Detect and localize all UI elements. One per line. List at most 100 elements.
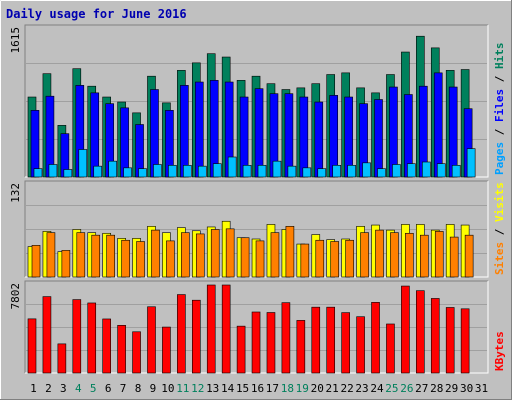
bar-kbytes-day-10	[162, 326, 171, 374]
x-tick-label: 3	[60, 382, 67, 395]
x-tick-label: 21	[326, 382, 339, 395]
bar-files-day-16	[254, 88, 264, 178]
x-tick-label: 15	[236, 382, 249, 395]
axis-label-segment: Pages	[493, 142, 506, 175]
bar-kbytes-day-19	[296, 320, 306, 374]
bar-sites-day-12	[195, 233, 205, 278]
panel-visits-axis-label: Sites / Visits	[493, 182, 506, 275]
bar-files-day-19	[299, 96, 309, 178]
bar-kbytes-day-26	[401, 285, 410, 374]
bar-sites-day-10	[166, 240, 175, 278]
chart-panels: 1615 Pages / Files / Hits 132 Sites / Visit…	[9, 24, 506, 374]
bar-kbytes-day-24	[371, 302, 380, 374]
bar-pages-day-13	[212, 163, 222, 178]
bar-kbytes-day-25	[386, 323, 395, 374]
axis-label-segment: Hits	[493, 43, 506, 70]
bar-pages-day-23	[362, 162, 371, 178]
series-kbytes-kbytes	[27, 284, 470, 374]
bar-sites-day-27	[420, 234, 429, 278]
x-tick-label: 20	[311, 382, 324, 395]
bar-sites-day-7	[121, 239, 130, 278]
bar-pages-day-24	[377, 168, 386, 178]
bar-files-day-20	[314, 101, 324, 178]
panel-hits: 1615 Pages / Files / Hits	[9, 24, 506, 178]
bar-files-day-29	[448, 86, 458, 178]
x-tick-label: 7	[120, 382, 127, 395]
bar-pages-day-22	[347, 165, 356, 178]
bar-kbytes-day-11	[177, 294, 186, 374]
x-tick-label: 13	[206, 382, 219, 395]
bar-pages-day-3	[63, 169, 73, 178]
x-tick-label: 23	[355, 382, 368, 395]
bar-pages-day-1	[33, 168, 43, 178]
bar-pages-day-4	[78, 149, 88, 178]
bar-sites-day-16	[255, 240, 265, 278]
x-tick-label: 30	[460, 382, 473, 395]
bar-kbytes-day-20	[311, 306, 321, 374]
bar-kbytes-day-14	[221, 284, 231, 374]
bar-files-day-7	[120, 107, 129, 178]
bar-pages-day-26	[407, 163, 416, 178]
bar-pages-day-19	[302, 167, 312, 178]
x-tick-label: 22	[340, 382, 353, 395]
bar-kbytes-day-4	[72, 299, 82, 374]
bar-sites-day-24	[375, 229, 384, 278]
panel-visits-border-shadow	[24, 180, 488, 277]
bar-pages-day-17	[272, 160, 282, 178]
bar-sites-day-1	[31, 245, 41, 278]
bar-kbytes-day-27	[416, 290, 425, 374]
bar-pages-day-21	[332, 165, 342, 178]
panel-visits: 132 Sites / Visits	[9, 180, 506, 278]
bar-sites-day-14	[225, 228, 235, 278]
bar-pages-day-15	[242, 165, 252, 178]
bar-kbytes-day-30	[460, 308, 470, 374]
bar-kbytes-day-21	[326, 306, 336, 374]
bar-sites-day-5	[91, 234, 101, 278]
bar-pages-day-2	[48, 164, 58, 178]
bar-sites-day-17	[270, 232, 280, 278]
series-hits-pages	[33, 148, 476, 178]
x-tick-label: 26	[400, 382, 413, 395]
bar-pages-day-29	[451, 165, 461, 178]
bar-sites-day-4	[76, 232, 86, 278]
bar-files-day-13	[209, 80, 219, 178]
bar-sites-day-20	[315, 239, 325, 278]
x-axis: 1 2 3 4 5 6 7 8 9 10 11 12 13 14 15 16 17 18 19 20 21 22 23 24 2…	[30, 382, 488, 395]
x-tick-label: 5	[90, 382, 97, 395]
bar-pages-day-25	[392, 164, 401, 178]
bar-sites-day-22	[345, 239, 354, 278]
axis-label-segment: KBytes	[493, 331, 506, 371]
bar-pages-day-11	[183, 165, 192, 178]
bar-files-day-9	[150, 89, 159, 178]
series-hits-files	[30, 72, 473, 178]
bar-pages-day-28	[436, 163, 446, 178]
x-tick-label: 16	[251, 382, 264, 395]
axis-label-segment: /	[493, 222, 506, 242]
bar-kbytes-day-18	[281, 302, 291, 374]
bar-sites-day-9	[151, 229, 160, 278]
panel-hits-ymax-label: 1615	[9, 27, 22, 54]
bar-files-day-1	[30, 110, 40, 178]
bar-files-day-11	[180, 85, 189, 178]
bar-sites-day-15	[240, 237, 250, 278]
bar-pages-day-5	[93, 165, 103, 178]
bar-sites-day-23	[360, 232, 369, 278]
x-tick-label: 8	[135, 382, 142, 395]
bar-sites-day-21	[330, 241, 340, 278]
bar-kbytes-day-9	[147, 306, 156, 374]
x-tick-label: 14	[221, 382, 235, 395]
bar-sites-day-3	[61, 250, 71, 278]
bar-kbytes-day-15	[236, 325, 246, 374]
panel-visits-ymax-label: 132	[9, 183, 22, 203]
panel-kbytes-border-shadow	[24, 280, 488, 373]
bar-pages-day-20	[317, 168, 327, 178]
bar-files-day-15	[239, 96, 249, 178]
bar-sites-day-26	[405, 232, 414, 278]
bar-sites-day-29	[449, 236, 459, 278]
bar-pages-day-16	[257, 165, 267, 178]
bar-files-day-28	[433, 72, 443, 178]
chart-title: Daily usage for June 2016	[6, 7, 187, 21]
bar-pages-day-14	[227, 156, 237, 178]
bar-sites-day-2	[46, 232, 56, 278]
x-tick-label: 19	[296, 382, 309, 395]
